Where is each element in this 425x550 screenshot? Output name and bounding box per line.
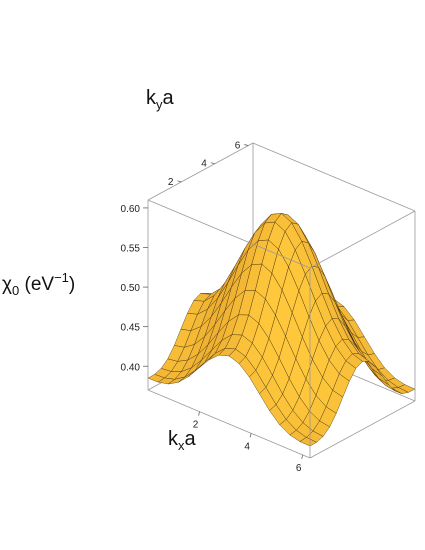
box-edge <box>252 142 416 212</box>
x-tick-mark <box>198 411 200 416</box>
y-tick-mark <box>210 162 215 165</box>
x-tick-label: 2 <box>193 420 199 431</box>
y-tick-mark <box>244 144 249 146</box>
tick-marks: 2 4 6 2 4 6 0.40 0.45 0.50 0.55 0.60 <box>121 141 304 474</box>
z-tick-label: 0.50 <box>121 283 141 294</box>
z-tick-label: 0.55 <box>121 244 141 255</box>
x-axis-label: kxa <box>168 428 197 453</box>
surface-patch <box>299 437 318 447</box>
z-tick-label: 0.45 <box>121 323 141 334</box>
box-edge <box>147 199 311 269</box>
box-edge <box>309 400 416 459</box>
x-tick-mark <box>301 454 304 460</box>
bounding-box-front <box>147 142 416 459</box>
y-axis-label: kya <box>146 87 175 112</box>
x-tick-mark <box>249 433 252 438</box>
z-tick-label: 0.60 <box>121 204 141 215</box>
box-edge <box>309 210 416 269</box>
z-tick-label: 0.40 <box>121 362 141 373</box>
x-tick-label: 6 <box>296 463 302 474</box>
x-tick-label: 4 <box>244 441 250 452</box>
z-axis-label: χ0 (eV−1) <box>2 270 75 298</box>
y-tick-mark <box>177 180 182 183</box>
surface-mesh <box>147 212 416 447</box>
y-tick-label: 2 <box>168 177 174 188</box>
y-tick-label: 6 <box>235 141 241 152</box>
box-edge <box>147 142 254 201</box>
box-edge <box>147 389 311 459</box>
y-tick-label: 4 <box>201 159 207 170</box>
